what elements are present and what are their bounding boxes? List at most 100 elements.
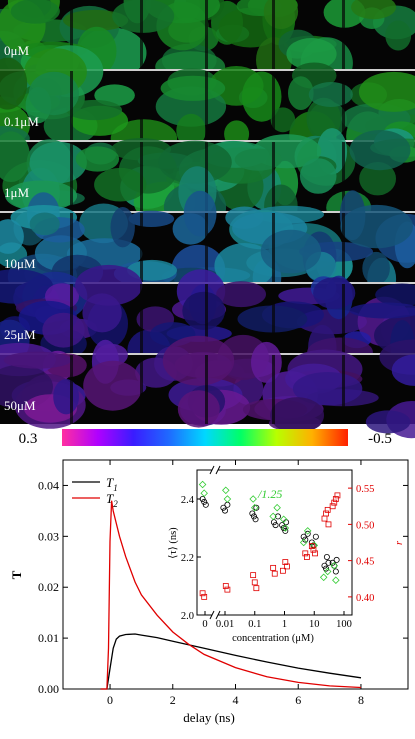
main-x-label: delay (ns) — [183, 710, 235, 725]
cell-cluster — [182, 291, 226, 330]
cell-cluster — [349, 302, 415, 319]
r-point — [312, 550, 318, 557]
tile-separator — [205, 71, 208, 140]
tau-point — [199, 495, 206, 502]
r-point — [331, 499, 338, 506]
inset-y-tick-label-right: 0.50 — [356, 520, 374, 531]
tile-separator — [272, 142, 275, 211]
tau-scaled-point — [319, 573, 328, 582]
tau-point — [323, 565, 330, 572]
tile-separator — [70, 355, 73, 424]
cell-cluster — [340, 204, 414, 249]
tau-point — [282, 527, 289, 534]
legend-t2-label: T2 — [106, 491, 118, 509]
panel-concentration-label: 0.1μM — [4, 114, 39, 129]
r-point — [302, 550, 309, 557]
cell-cluster — [162, 335, 235, 386]
tile-separator — [342, 355, 345, 424]
cell-cluster — [313, 277, 356, 309]
x-tick-label: 4 — [233, 693, 239, 707]
cell-cluster — [286, 38, 337, 70]
cell-cluster — [53, 379, 79, 415]
tau-point — [202, 501, 209, 508]
panel-concentration-label: 1μM — [4, 185, 29, 200]
tile-separator — [342, 142, 345, 211]
microscopy-panel: 0μM — [0, 0, 415, 89]
inset-x-tick-label: 0.1 — [248, 619, 261, 630]
r-point — [332, 496, 339, 502]
cell-cluster — [42, 312, 85, 348]
tau-scaled-point — [332, 576, 340, 584]
inset-y-tick-label-right: 0.55 — [356, 484, 374, 495]
tau-point — [304, 530, 311, 537]
y-tick-label: 0.00 — [38, 682, 59, 696]
tile-separator — [342, 284, 345, 353]
microscopy-panel: 50μM — [0, 334, 415, 439]
tau-scaled-point — [198, 480, 207, 489]
r-point — [251, 579, 258, 586]
r-point — [222, 583, 229, 589]
tau-point — [221, 507, 228, 514]
y-tick-label: 0.04 — [38, 478, 59, 492]
r-point — [334, 492, 341, 499]
cell-cluster — [0, 57, 28, 110]
tau-point — [333, 556, 340, 563]
x-tick-label: 6 — [295, 693, 301, 707]
inset-ticks: 0 0.01 0.1 1 10 100 2.0 2.2 2.4 0.40 0.45 0.50 0.55 — [181, 465, 374, 630]
tile-separator — [272, 0, 275, 69]
cell-cluster — [94, 167, 147, 202]
cell-cluster — [214, 243, 275, 289]
cell-cluster — [28, 71, 79, 116]
r-point — [271, 570, 278, 577]
tau-scaled-point — [279, 515, 288, 524]
cell-cluster — [158, 140, 232, 184]
cell-cluster — [63, 9, 129, 31]
tau-scaled-point — [223, 495, 232, 503]
tau-point — [201, 498, 208, 505]
tile-separator — [70, 71, 73, 140]
tile-separator — [70, 213, 73, 282]
tau-point — [270, 519, 277, 526]
y-tick-label: 0.02 — [38, 580, 59, 594]
tile-separator — [272, 71, 275, 140]
cell-cluster — [160, 75, 226, 101]
tile-separator — [342, 71, 345, 140]
tau-scaled-point — [281, 524, 290, 532]
tau-scaled-point — [299, 538, 308, 547]
cell-cluster — [234, 148, 282, 171]
r-point — [253, 585, 260, 592]
panel-concentration-label: 0μM — [4, 43, 29, 58]
tile-separator — [205, 0, 208, 69]
cell-cluster — [183, 190, 217, 237]
tau-scaled-point — [249, 495, 257, 503]
tile-separator — [140, 0, 143, 69]
tile-separator — [342, 213, 345, 282]
tau-scaled-point — [323, 567, 332, 576]
inset-chart: 0 0.01 0.1 1 10 1002.02.22.40.400.450.500.55 … — [167, 465, 405, 644]
microscopy-panel: 25μM — [0, 264, 415, 371]
x-tick-label: 8 — [358, 693, 364, 707]
cell-cluster — [216, 281, 266, 308]
tile-separator — [140, 213, 143, 282]
inset-y-tick-label-left: 2.4 — [181, 495, 195, 506]
r-point — [250, 572, 257, 579]
main-chart: 0 2 4 6 8 0.00 0.01 0.02 0.03 0.04 delay (ns) T T… — [9, 459, 409, 725]
tau-point — [332, 568, 339, 575]
tile-separator — [140, 355, 143, 424]
tau-scaled-point — [222, 486, 230, 495]
tile-separator — [205, 355, 208, 424]
r-point — [323, 510, 329, 517]
r-point — [310, 546, 317, 553]
axis-break-mark — [215, 610, 221, 620]
cell-cluster — [362, 251, 390, 285]
series-line-t1 — [100, 633, 362, 690]
r-point — [324, 506, 331, 513]
tile-separator — [70, 142, 73, 211]
inset-y-tick-label-right: 0.40 — [356, 593, 374, 604]
axis-break-mark — [215, 465, 221, 475]
cell-cluster — [375, 283, 415, 307]
tau-point — [272, 522, 279, 529]
inset-y-tick-label-right: 0.45 — [356, 557, 374, 568]
tau-scaled-point — [303, 527, 312, 535]
cell-cluster — [3, 351, 72, 369]
